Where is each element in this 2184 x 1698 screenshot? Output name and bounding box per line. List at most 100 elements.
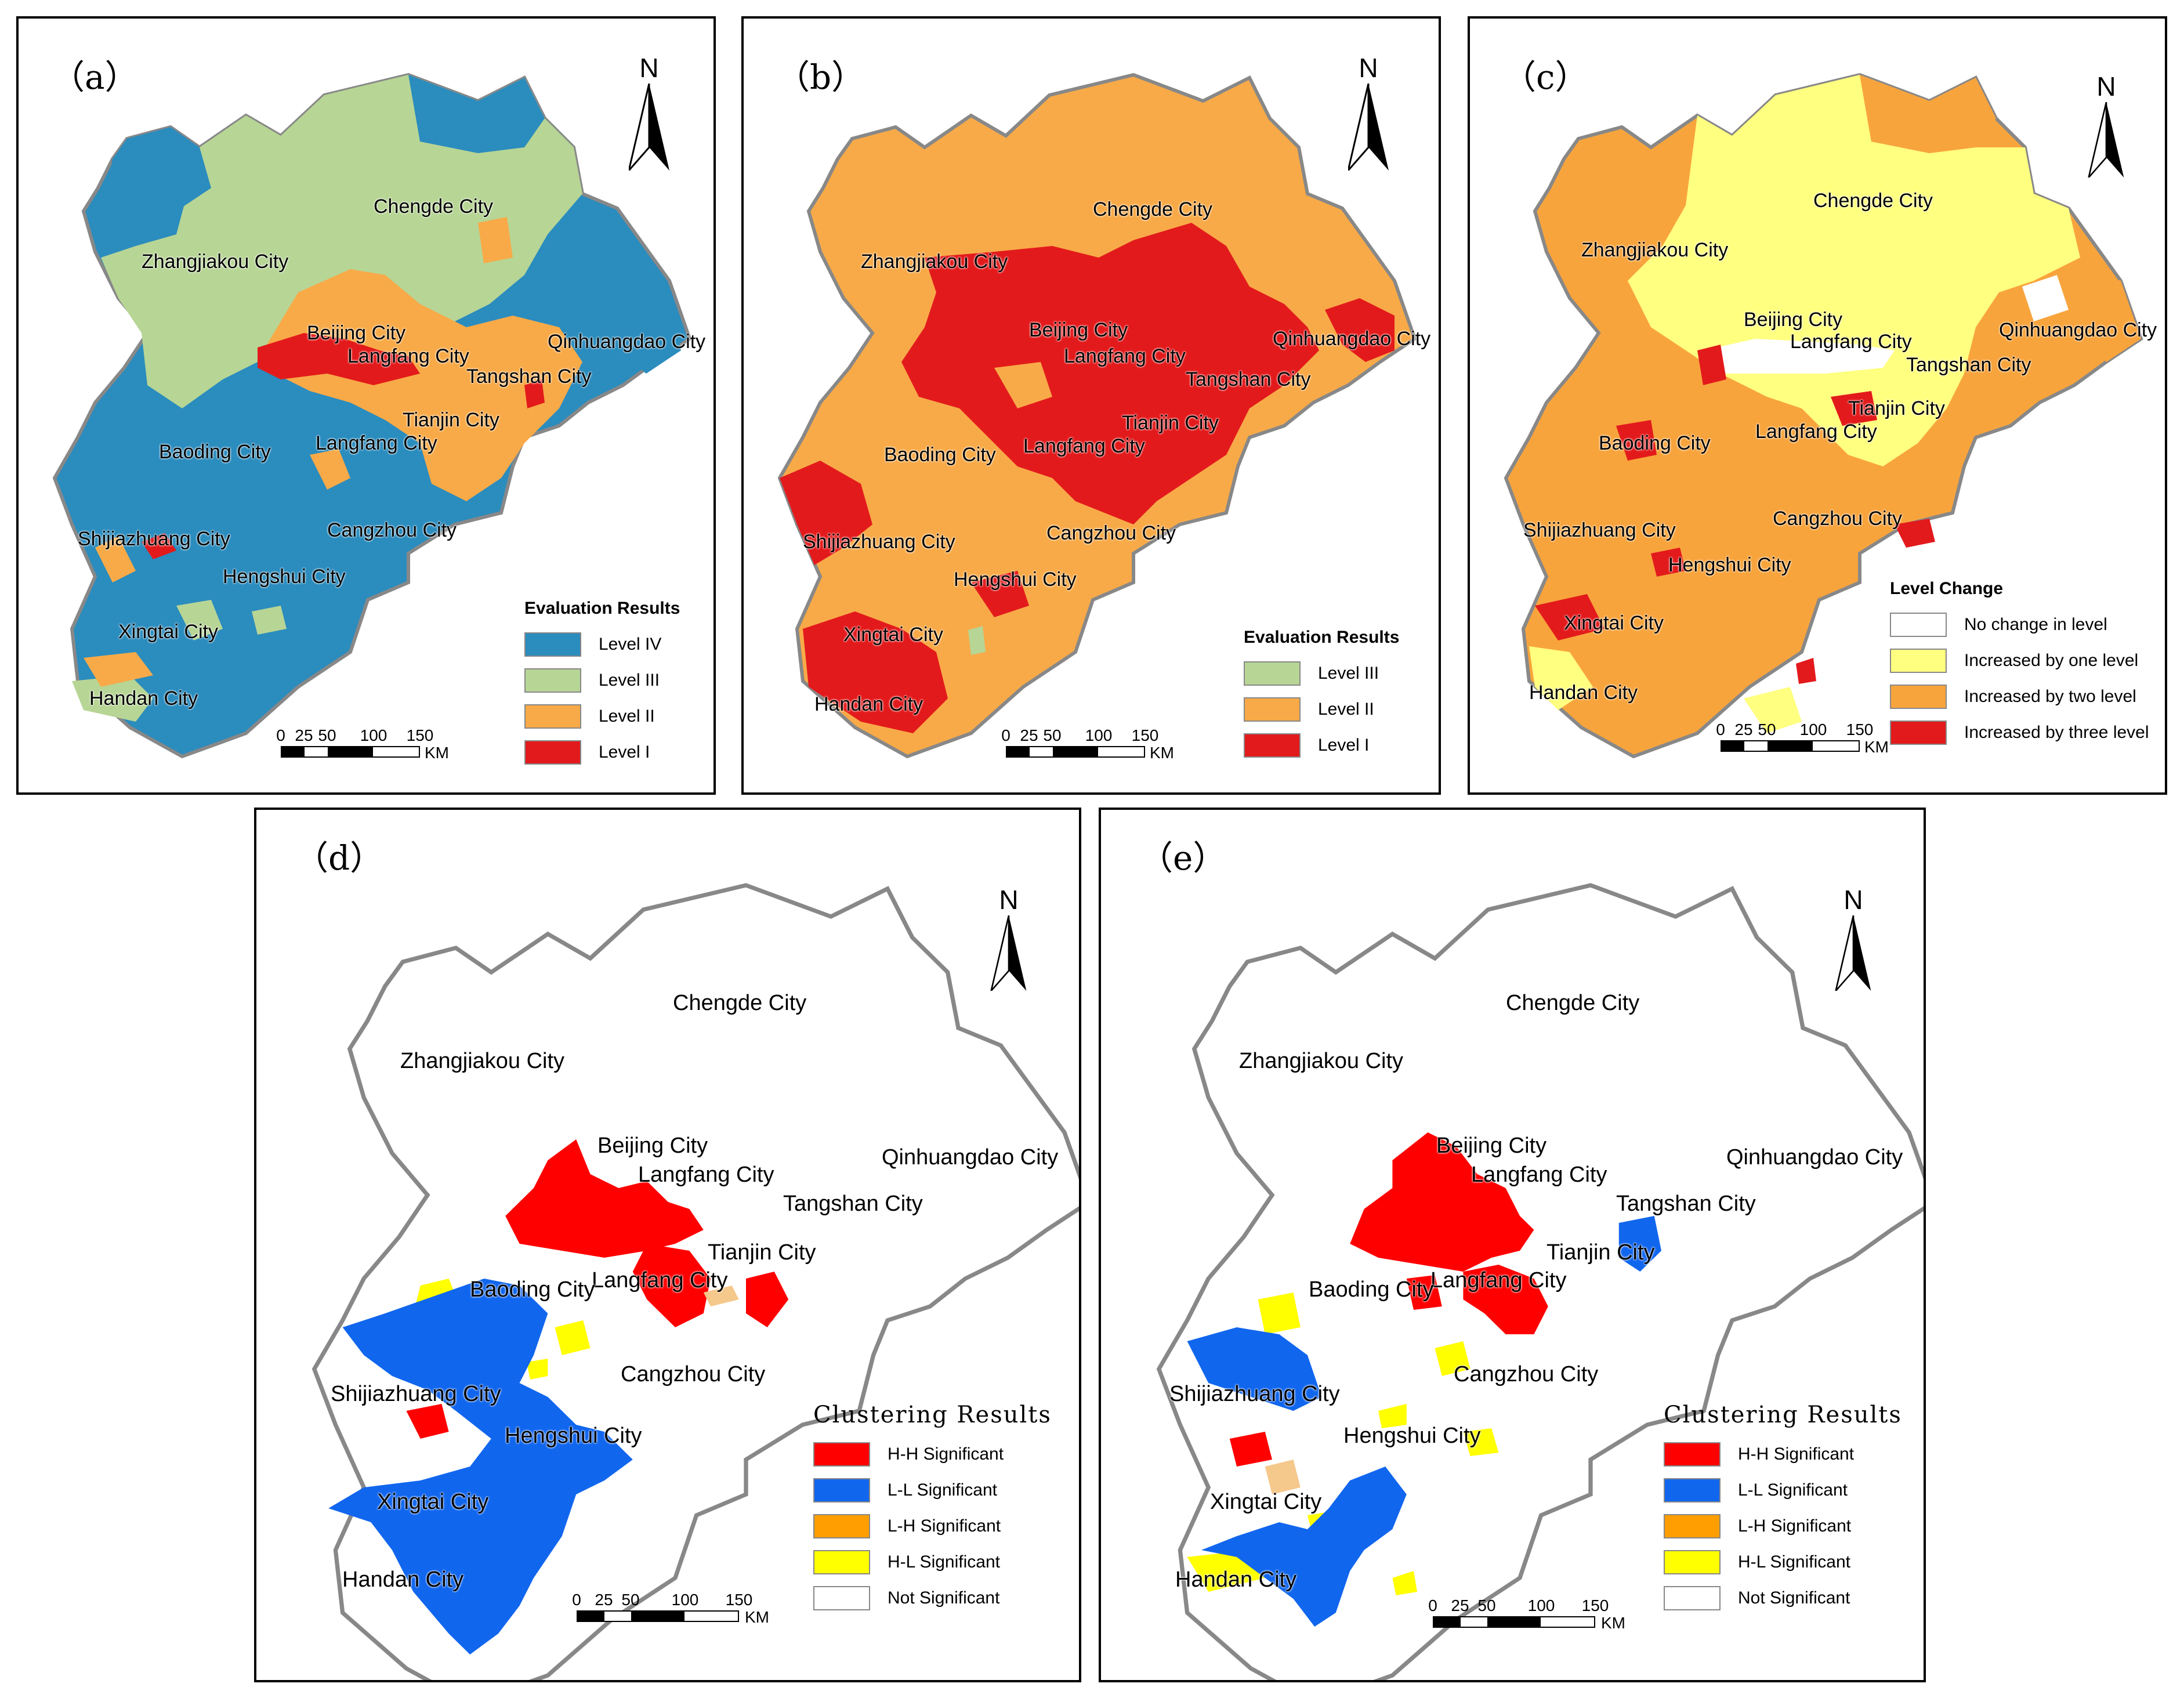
- region-level-iii-south: [72, 600, 287, 722]
- region-plus-three: [1535, 345, 1935, 684]
- scale-bar-d: 0 25 50 100 150 KM: [572, 1591, 769, 1626]
- scale-tick: 0: [276, 726, 285, 744]
- region-level-i-tangshan: [524, 379, 545, 408]
- region-level-i-shijiazhuang: [142, 533, 176, 559]
- city-label-tianjin: Tianjin City: [1546, 1240, 1655, 1265]
- city-label-tianjin: Tianjin City: [1848, 397, 1945, 419]
- scale-tick: 0: [572, 1591, 581, 1609]
- region-hh-beijing: [505, 1139, 704, 1258]
- legend-item: L-L Significant: [1664, 1472, 1902, 1508]
- scale-bar-graphic: [577, 1610, 739, 1622]
- city-label-langfang-north: Langfang City: [1064, 345, 1186, 367]
- city-label-chengde: Chengde City: [374, 195, 494, 218]
- region-level-iii-north: [101, 75, 582, 408]
- city-label-beijing: Beijing City: [307, 322, 406, 344]
- region-level-i-beijing: [258, 333, 420, 385]
- scale-unit: KM: [1150, 744, 1174, 762]
- north-arrow-icon: [629, 84, 669, 171]
- panel-label-a: （a）: [51, 57, 139, 97]
- scale-bar-graphic: [1433, 1616, 1595, 1628]
- map-e: [1156, 883, 1924, 1680]
- legend-label: L-L Significant: [1738, 1480, 1848, 1500]
- legend-label: Level II: [1318, 700, 1374, 719]
- legend-item: H-L Significant: [1664, 1544, 1902, 1580]
- city-label-shijiazhuang: Shijiazhuang City: [1523, 519, 1676, 541]
- legend-item: Not Significant: [1664, 1580, 1902, 1616]
- legend-title: Evaluation Results: [1244, 628, 1400, 647]
- city-label-hengshui: Hengshui City: [1343, 1424, 1481, 1448]
- legend-swatch: [1664, 1586, 1721, 1610]
- city-label-zhangjiakou: Zhangjiakou City: [142, 251, 289, 273]
- legend-item: Increased by two level: [1890, 679, 2149, 715]
- region-level-i-qhd: [1325, 298, 1395, 362]
- region-level-iv-ne: [408, 75, 545, 153]
- city-label-beijing: Beijing City: [1029, 319, 1128, 341]
- city-label-qinhuangdao: Qinhuangdao City: [548, 331, 706, 353]
- city-label-langfang-south: Langfang City: [1430, 1268, 1567, 1292]
- legend-d: Clustering Results H-H Significant L-L S…: [813, 1402, 1052, 1616]
- city-label-qinhuangdao: Qinhuangdao City: [882, 1145, 1059, 1170]
- region-ll-baoding: [1187, 1327, 1322, 1411]
- region-lh: [1265, 1460, 1301, 1494]
- city-label-chengde: Chengde City: [1813, 190, 1933, 212]
- region-level-i-south: [780, 461, 1029, 733]
- map-d: [312, 883, 1079, 1680]
- scale-tick: 100: [360, 726, 387, 744]
- legend-item: H-L Significant: [813, 1544, 1052, 1580]
- legend-label: H-L Significant: [1738, 1552, 1850, 1572]
- city-label-baoding: Baoding City: [470, 1277, 595, 1302]
- city-label-zhangjiakou: Zhangjiakou City: [1581, 239, 1729, 261]
- city-label-cangzhou: Cangzhou City: [1454, 1362, 1599, 1386]
- region-level-iv-nw: [101, 127, 211, 223]
- city-label-xingtai: Xingtai City: [1210, 1490, 1322, 1514]
- city-label-tianjin: Tianjin City: [403, 409, 499, 431]
- legend-e: Clustering Results H-H Significant L-L S…: [1664, 1402, 1902, 1616]
- region-level-ii-south: [84, 449, 350, 687]
- legend-item: Level II: [1244, 691, 1399, 727]
- region-ll-qhd: [1618, 1216, 1661, 1272]
- scale-bar-graphic: [1721, 740, 1860, 752]
- region-hl: [1187, 1292, 1499, 1595]
- map-a: [52, 73, 692, 759]
- panel-label-d: （d）: [295, 838, 384, 878]
- scale-tick: 50: [1043, 726, 1062, 744]
- panel-a: （a） N Chengde City Zhangjiakou City Beij…: [16, 16, 716, 795]
- scale-tick: 0: [1001, 726, 1010, 744]
- legend-label: Level IV: [599, 635, 662, 654]
- legend-item: Level III: [1244, 656, 1399, 691]
- city-label-cangzhou: Cangzhou City: [1046, 522, 1176, 544]
- region-hh-shijiazhuang: [1229, 1432, 1272, 1467]
- legend-swatch: [524, 668, 581, 693]
- legend-title: Clustering Results: [1664, 1402, 1902, 1428]
- city-label-handan: Handan City: [342, 1567, 464, 1592]
- panel-label-e: （e）: [1139, 838, 1227, 878]
- city-label-xingtai: Xingtai City: [1564, 612, 1664, 634]
- city-label-langfang-south: Langfang City: [316, 432, 437, 454]
- region-ll-south: [1201, 1467, 1407, 1627]
- city-label-beijing: Beijing City: [1436, 1134, 1547, 1158]
- north-label: N: [1843, 885, 1863, 915]
- north-arrow-c: N: [2080, 71, 2132, 178]
- city-label-langfang-north: Langfang City: [1790, 331, 1912, 353]
- scale-tick: 25: [1734, 721, 1753, 738]
- city-label-baoding: Baoding City: [884, 444, 996, 466]
- legend-swatch: [524, 740, 581, 765]
- scale-tick: 50: [621, 1591, 640, 1609]
- city-label-cangzhou: Cangzhou City: [327, 519, 457, 541]
- legend-title: Clustering Results: [813, 1402, 1052, 1428]
- legend-a: Evaluation Results Level IV Level III Le…: [524, 599, 680, 770]
- city-label-beijing: Beijing City: [597, 1134, 708, 1158]
- legend-c: Level Change No change in level Increase…: [1890, 579, 2149, 751]
- north-label: N: [639, 53, 659, 83]
- region-ll: [328, 1279, 633, 1654]
- city-label-chengde: Chengde City: [1093, 198, 1213, 220]
- city-label-shijiazhuang: Shijiazhuang City: [1169, 1382, 1340, 1406]
- city-label-handan: Handan City: [89, 687, 198, 709]
- city-label-langfang-south: Langfang City: [1023, 435, 1145, 457]
- scale-bar-a: 0 25 50 100 150 KM: [276, 726, 449, 762]
- north-arrow-icon: [1835, 915, 1871, 991]
- legend-label: No change in level: [1964, 615, 2107, 634]
- legend-b: Evaluation Results Level III Level II Le…: [1244, 628, 1399, 763]
- scale-tick: 100: [671, 1591, 699, 1609]
- city-label-zhangjiakou: Zhangjiakou City: [1239, 1049, 1404, 1073]
